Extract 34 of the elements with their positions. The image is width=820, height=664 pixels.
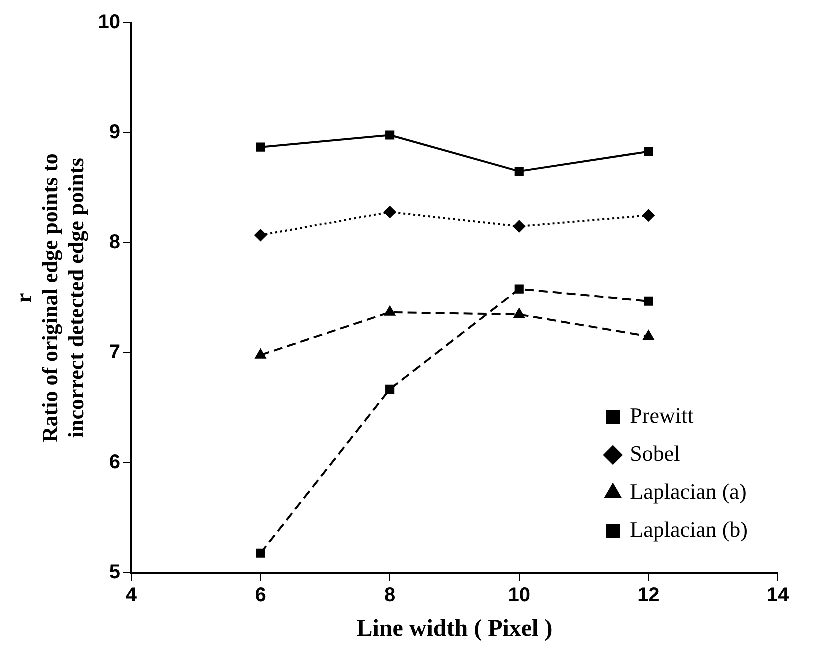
y-tick-label: 6 xyxy=(109,452,120,474)
x-tick-label: 8 xyxy=(384,584,396,607)
y-axis-title: r Ratio of original edge points to incorrect detected edge points xyxy=(10,154,89,443)
point xyxy=(514,284,524,294)
point xyxy=(644,296,654,306)
point xyxy=(386,130,395,140)
point xyxy=(255,349,266,359)
point xyxy=(642,210,655,222)
x-tick-label: 10 xyxy=(508,584,531,607)
x-axis-title: Line width ( Pixel ) xyxy=(356,616,553,642)
y-tick-label: 10 xyxy=(98,12,120,34)
y-tick-label: 9 xyxy=(109,122,120,144)
y-tick-label: 7 xyxy=(109,342,120,364)
point xyxy=(384,306,396,316)
point xyxy=(384,206,396,218)
x-tick-label: 6 xyxy=(255,584,266,607)
point xyxy=(256,142,266,152)
point xyxy=(386,384,395,394)
legend-label: Laplacian (a) xyxy=(630,478,747,504)
point xyxy=(643,330,654,340)
x-tick-label: 12 xyxy=(638,584,660,607)
point xyxy=(514,167,524,176)
point xyxy=(514,308,525,318)
legend-label: Laplacian (b) xyxy=(630,516,748,542)
point xyxy=(513,220,526,233)
legend-label: Sobel xyxy=(630,440,680,466)
y-tick-label: 8 xyxy=(109,232,120,254)
x-tick-label: 14 xyxy=(766,584,790,607)
point xyxy=(644,147,654,156)
x-tick-label: 4 xyxy=(126,584,138,607)
point xyxy=(256,548,266,558)
legend-label: Prewitt xyxy=(630,402,694,428)
y-tick-label: 5 xyxy=(109,562,120,584)
point xyxy=(254,229,267,242)
